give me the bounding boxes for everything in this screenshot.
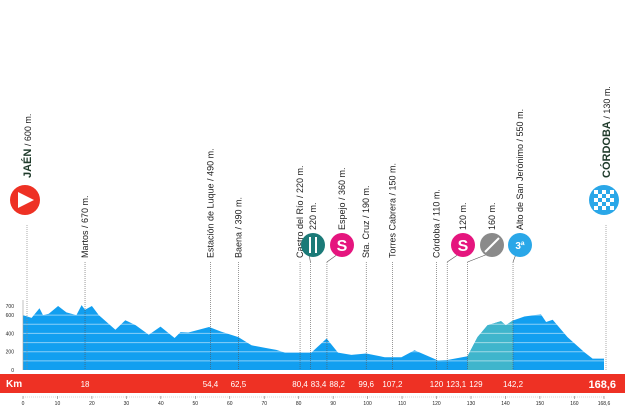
waypoint-label: Sta. Cruz / 190 m. <box>361 185 371 258</box>
waypoint-km: 99,6 <box>358 380 374 389</box>
km-bar <box>0 374 625 393</box>
y-tick-label: 400 <box>6 331 15 337</box>
checker-square <box>602 190 606 194</box>
checker-square <box>602 206 606 210</box>
waypoint-label: Martos / 670 m. <box>80 195 90 258</box>
x-tick-label: 60 <box>227 401 233 407</box>
checker-square <box>602 198 606 202</box>
icon-text: S <box>337 238 348 255</box>
icon-connector <box>467 253 489 263</box>
waypoint-km: 107,2 <box>382 380 403 389</box>
x-tick-label: 70 <box>261 401 267 407</box>
waypoint-km: 80,4 <box>292 380 308 389</box>
finish-icon <box>589 185 619 215</box>
play-icon <box>18 192 34 208</box>
icon-text: 3ª <box>515 241 525 252</box>
waypoint-label: 120 m. <box>458 202 468 230</box>
x-tick-label: 130 <box>467 401 476 407</box>
y-tick-label: 0 <box>11 368 14 374</box>
x-tick-label: 30 <box>124 401 130 407</box>
icon-circle <box>330 233 354 257</box>
waypoint-label: Alto de San Jerónimo / 550 m. <box>515 109 525 230</box>
climb-3-icon <box>508 233 532 263</box>
waypoint-label: 160 m. <box>487 202 497 230</box>
waypoint-label: Espejo / 360 m. <box>337 167 347 230</box>
x-tick-label: 140 <box>501 401 510 407</box>
checker-square <box>610 190 614 194</box>
waypoint-km: 54,4 <box>203 380 219 389</box>
profile-area <box>23 305 604 370</box>
sprint-icon <box>447 233 475 263</box>
start-altitude: / 600 m. <box>23 114 33 149</box>
waypoint-label: Córdoba / 110 m. <box>432 189 442 258</box>
fork-knife-icon <box>309 237 317 253</box>
x-tick-label: 100 <box>363 401 372 407</box>
start-name: JAÉN <box>21 149 34 178</box>
waypoint-label: Torres Cabrera / 150 m. <box>387 163 397 258</box>
finish-label: CÓRDOBA / 130 m. <box>600 86 613 178</box>
waypoint-km: 83,4 <box>311 380 327 389</box>
waypoint-km: 123,1 <box>446 380 467 389</box>
icon-text: S <box>458 238 469 255</box>
y-tick-label: 600 <box>6 313 15 319</box>
checker-square <box>598 194 602 198</box>
icon-circle <box>301 233 325 257</box>
sprint-icon <box>326 233 354 263</box>
waypoint-km: 88,2 <box>329 380 345 389</box>
x-tick-label: 0 <box>22 401 25 407</box>
waypoint-label: 220 m. <box>308 202 318 230</box>
icon-circle <box>508 233 532 257</box>
climb-start-mark <box>484 237 500 253</box>
waypoint-km: 129 <box>469 380 483 389</box>
waypoint-km: 142,2 <box>503 380 524 389</box>
x-tick-label: 10 <box>55 401 61 407</box>
waypoint-km: 62,5 <box>231 380 247 389</box>
km-axis-label: Km <box>6 379 22 390</box>
checker-square <box>610 198 614 202</box>
checker-square <box>606 194 610 198</box>
total-distance: 168,6 <box>588 379 616 391</box>
finish-altitude: / 130 m. <box>602 86 612 121</box>
start-icon <box>10 185 40 215</box>
x-tick-label: 40 <box>158 401 164 407</box>
feed-zone-icon <box>301 233 325 263</box>
x-tick-label: 110 <box>398 401 406 407</box>
waypoint-km: 18 <box>81 380 90 389</box>
x-tick-label: 120 <box>432 401 441 407</box>
checker-square <box>594 198 598 202</box>
x-tick-label: 150 <box>536 401 545 407</box>
start-label: JAÉN / 600 m. <box>21 114 34 178</box>
x-tick-label: 168,6 <box>598 401 611 407</box>
icon-circle <box>451 233 475 257</box>
climb-start-icon <box>467 233 504 263</box>
checker-square <box>594 190 598 194</box>
y-tick-label: 700 <box>6 304 15 310</box>
finish-name: CÓRDOBA <box>600 121 613 178</box>
x-tick-label: 160 <box>570 401 579 407</box>
checker-square <box>606 202 610 206</box>
checker-square <box>598 202 602 206</box>
waypoint-label: Estación de Luque / 490 m. <box>205 148 215 258</box>
waypoint-label: Baena / 390 m. <box>233 197 243 258</box>
x-tick-label: 50 <box>193 401 199 407</box>
waypoint-label: Castro del Río / 220 m. <box>295 165 305 258</box>
x-tick-label: 90 <box>330 401 336 407</box>
checker-square <box>610 206 614 210</box>
y-tick-label: 200 <box>6 350 15 356</box>
checker-square <box>594 206 598 210</box>
x-tick-label: 20 <box>89 401 95 407</box>
x-tick-label: 80 <box>296 401 302 407</box>
waypoint-km: 120 <box>430 380 444 389</box>
